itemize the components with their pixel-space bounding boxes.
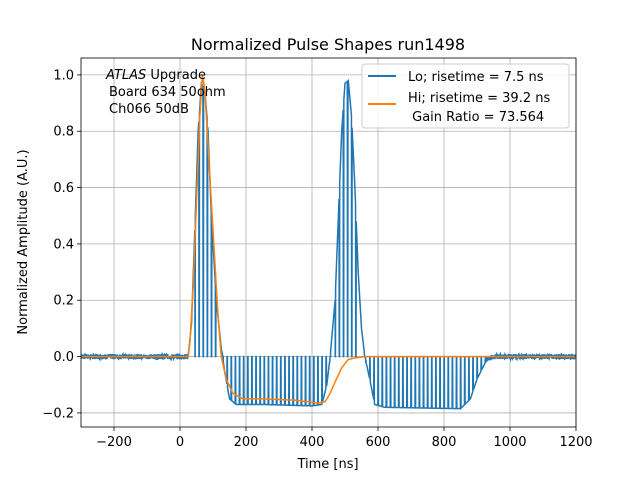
legend-label-hi: Hi; risetime = 39.2 ns — [408, 91, 550, 106]
x-tick-label: 400 — [300, 435, 325, 450]
atlas-annotation: ATLAS Upgrade Board 634 50ohm Ch066 50dB — [105, 68, 226, 117]
x-tick-label: 1200 — [559, 435, 592, 450]
x-tick-label: 0 — [176, 435, 184, 450]
y-tick-label: 0.0 — [53, 350, 74, 365]
annotation-line-2: Board 634 50ohm — [109, 85, 226, 100]
legend: Lo; risetime = 7.5 ns Hi; risetime = 39.… — [361, 63, 570, 129]
y-tick-label: 1.0 — [53, 68, 74, 83]
y-tick-label: 0.4 — [53, 237, 74, 252]
annotation-upgrade: Upgrade — [146, 68, 206, 83]
y-tick-label: −0.2 — [42, 406, 74, 421]
x-tick-label: 800 — [432, 435, 457, 450]
axes-frame — [80, 57, 577, 428]
x-tick-label: −200 — [96, 435, 132, 450]
legend-label-lo: Lo; risetime = 7.5 ns — [408, 70, 544, 85]
y-tick-label: 0.6 — [53, 181, 74, 196]
y-axis-label: Normalized Amplitude (A.U.) — [16, 149, 31, 334]
plot-area — [81, 74, 576, 411]
series-line-hi — [81, 74, 576, 404]
x-axis-label: Time [ns] — [296, 457, 358, 472]
annotation-line-1: ATLAS Upgrade — [105, 68, 206, 83]
y-tick-label: 0.2 — [53, 294, 74, 309]
x-tick-label: 600 — [366, 435, 391, 450]
legend-box — [361, 63, 570, 129]
annotation-atlas: ATLAS — [105, 68, 146, 83]
y-axis-ticks: −0.2 0.0 0.2 0.4 0.6 0.8 1.0 — [42, 68, 81, 421]
chart-title: Normalized Pulse Shapes run1498 — [191, 35, 465, 54]
x-tick-label: 1000 — [493, 435, 526, 450]
y-tick-label: 0.8 — [53, 125, 74, 140]
x-axis-ticks: −200 0 200 400 600 800 1000 1200 — [96, 427, 593, 450]
x-tick-label: 200 — [234, 435, 259, 450]
legend-label-hi-gain: Gain Ratio = 73.564 — [408, 110, 544, 125]
annotation-line-3: Ch066 50dB — [109, 102, 189, 117]
